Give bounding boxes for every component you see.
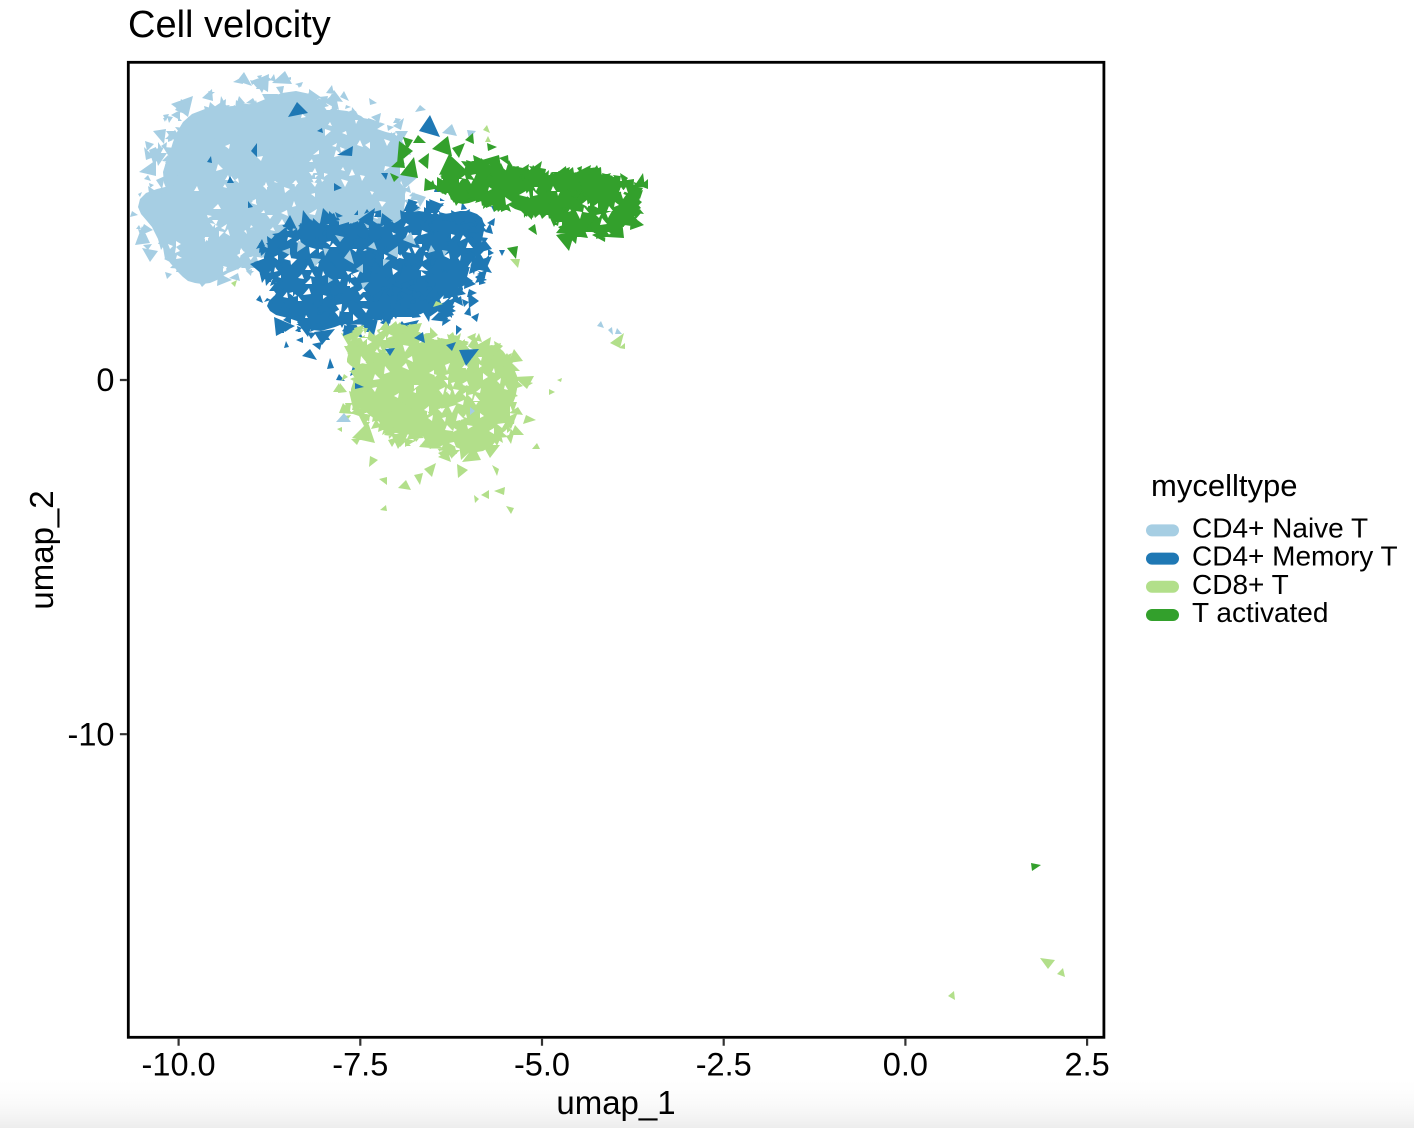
svg-text:T activated: T activated — [1192, 597, 1328, 628]
svg-text:umap_1: umap_1 — [556, 1084, 675, 1121]
svg-text:-5.0: -5.0 — [514, 1046, 570, 1082]
svg-text:Cell velocity: Cell velocity — [128, 4, 331, 46]
svg-text:2.5: 2.5 — [1065, 1046, 1110, 1082]
svg-text:-7.5: -7.5 — [332, 1046, 388, 1082]
svg-text:0.0: 0.0 — [883, 1046, 928, 1082]
svg-text:0: 0 — [96, 362, 114, 398]
svg-text:CD8+ T: CD8+ T — [1192, 569, 1289, 600]
svg-text:CD4+ Memory T: CD4+ Memory T — [1192, 541, 1398, 572]
svg-text:-10.0: -10.0 — [142, 1046, 216, 1082]
svg-text:-2.5: -2.5 — [696, 1046, 752, 1082]
svg-text:-10: -10 — [68, 716, 115, 752]
svg-text:mycelltype: mycelltype — [1151, 468, 1297, 503]
svg-text:CD4+ Naive T: CD4+ Naive T — [1192, 512, 1368, 543]
svg-text:umap_2: umap_2 — [23, 490, 60, 609]
